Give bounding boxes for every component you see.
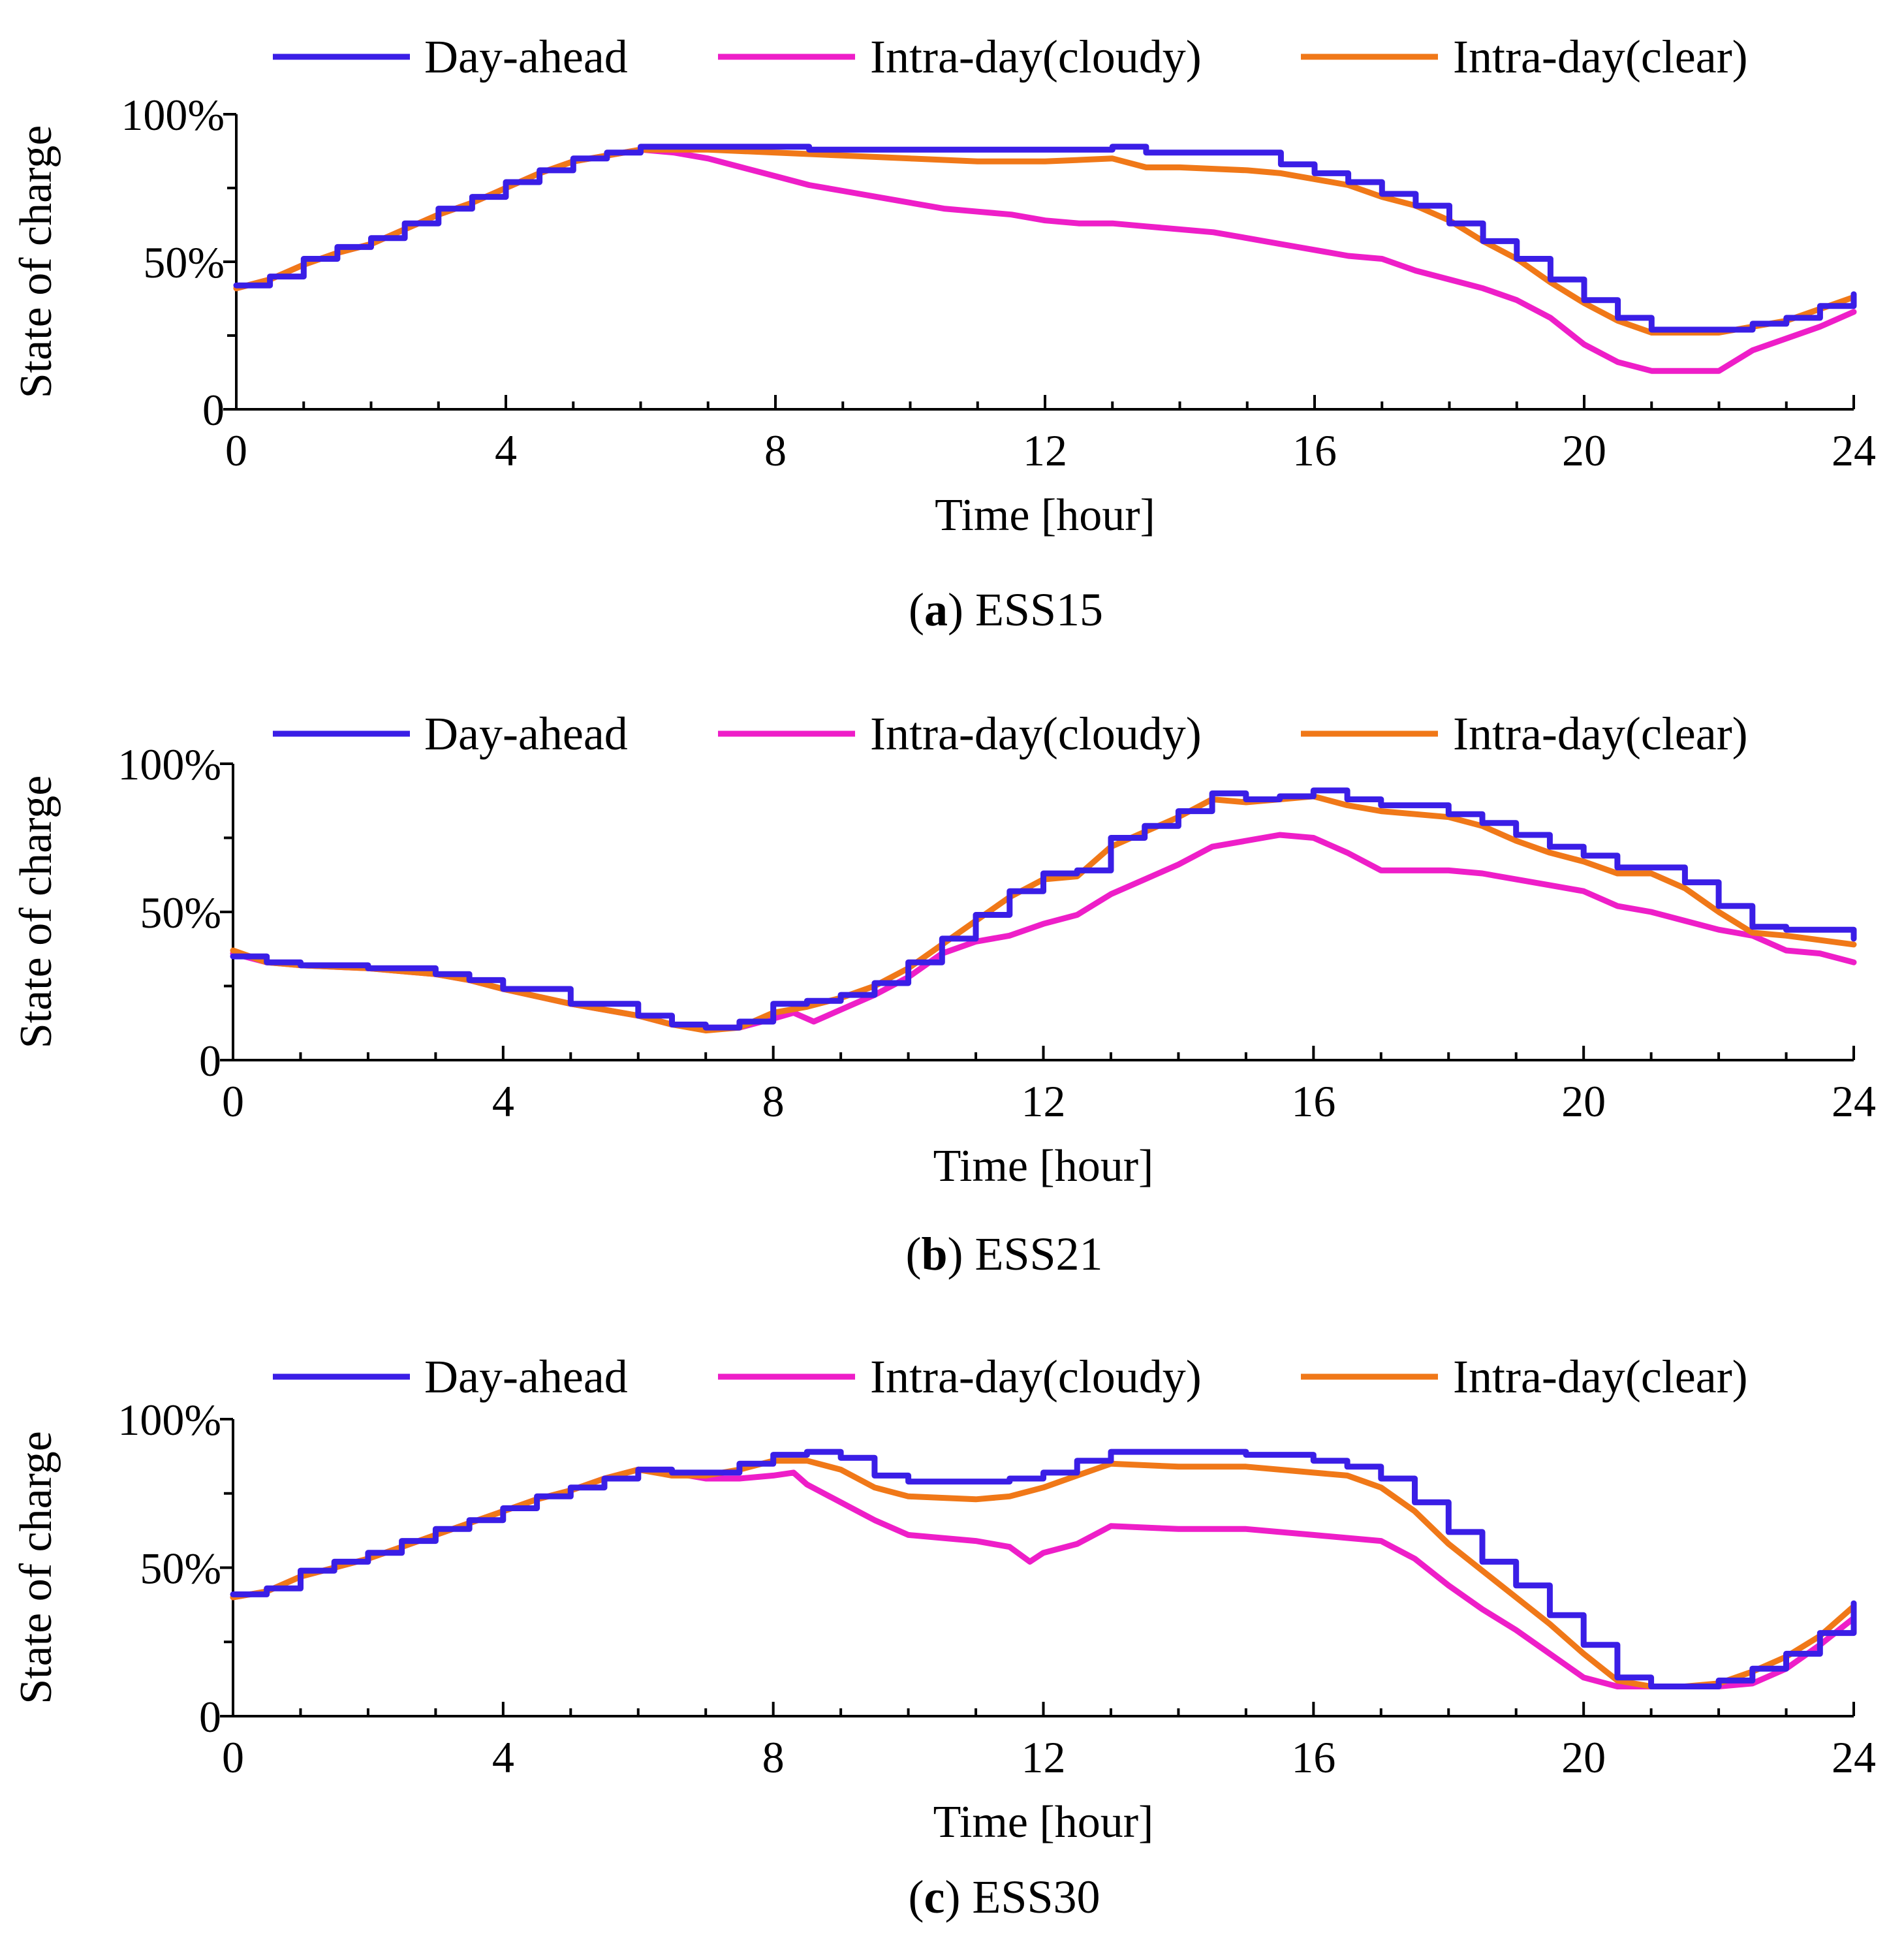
caption-letter: c xyxy=(924,1871,944,1923)
caption-paren: ( xyxy=(905,1228,921,1280)
y-tick-label: 50% xyxy=(140,888,221,937)
chart-panel-ess30: Day-ahead Intra-day(cloudy) Intra-day(clea… xyxy=(11,1351,1876,1923)
x-tick-label: 24 xyxy=(1832,1732,1876,1782)
x-tick-label: 8 xyxy=(764,426,787,475)
caption-name: ESS15 xyxy=(975,584,1103,636)
x-tick-label: 16 xyxy=(1291,1076,1335,1126)
y-axis-label: State of charge xyxy=(11,1431,61,1704)
x-tick-label: 8 xyxy=(762,1076,785,1126)
panel-caption: (a) ESS15 xyxy=(909,584,1103,636)
x-tick-label: 24 xyxy=(1832,1076,1876,1126)
x-tick-label: 12 xyxy=(1023,426,1067,475)
x-tick-label: 24 xyxy=(1832,426,1876,475)
x-tick-label: 12 xyxy=(1022,1732,1066,1782)
legend-label-3: Intra-day(clear) xyxy=(1453,708,1748,760)
x-tick-label: 0 xyxy=(225,426,247,475)
series-line-intra-day-clear xyxy=(230,1458,1857,1689)
y-tick-label: 100% xyxy=(117,740,221,789)
legend-label-3: Intra-day(clear) xyxy=(1453,31,1748,83)
series-line-intra-day-clear xyxy=(233,146,1857,336)
series-line-day-ahead xyxy=(230,1449,1857,1689)
x-tick-label: 4 xyxy=(492,1076,514,1126)
y-tick-label: 100% xyxy=(117,1395,221,1445)
caption-name: ESS30 xyxy=(972,1871,1100,1923)
y-tick-label: 100% xyxy=(121,90,225,140)
legend-label-1: Day-ahead xyxy=(424,31,628,83)
x-tick-label: 20 xyxy=(1561,1732,1606,1782)
x-tick-label: 8 xyxy=(762,1732,785,1782)
caption-paren: ) xyxy=(944,1871,972,1923)
y-tick-label: 0 xyxy=(199,1692,221,1742)
legend-label-3: Intra-day(clear) xyxy=(1453,1351,1748,1403)
x-axis-label: Time [hour] xyxy=(933,1141,1154,1191)
series-line-intra-day-cloudy xyxy=(230,832,1857,1031)
series-line-intra-day-cloudy xyxy=(233,146,1857,374)
caption-paren: ( xyxy=(908,1871,924,1923)
chart-panel-ess21: Day-ahead Intra-day(cloudy) Intra-day(clea… xyxy=(11,708,1876,1280)
legend-label-1: Day-ahead xyxy=(424,1351,628,1403)
x-tick-label: 0 xyxy=(222,1732,244,1782)
y-tick-label: 0 xyxy=(202,385,225,435)
y-tick-label: 50% xyxy=(143,238,225,287)
x-tick-label: 4 xyxy=(492,1732,514,1782)
x-tick-label: 20 xyxy=(1561,1076,1606,1126)
caption-letter: a xyxy=(924,584,948,636)
chart-panel-ess15: Day-ahead Intra-day(cloudy) Intra-day(clea… xyxy=(11,31,1876,636)
y-tick-label: 0 xyxy=(199,1036,221,1086)
caption-letter: b xyxy=(921,1228,947,1280)
x-axis-label: Time [hour] xyxy=(933,1797,1154,1847)
panel-caption: (c) ESS30 xyxy=(908,1871,1100,1923)
legend: Day-ahead Intra-day(cloudy) Intra-day(clea… xyxy=(273,31,1748,83)
legend: Day-ahead Intra-day(cloudy) Intra-day(clea… xyxy=(273,708,1748,760)
caption-paren: ) xyxy=(947,1228,975,1280)
caption-paren: ) xyxy=(948,584,975,636)
y-axis-label: State of charge xyxy=(11,776,61,1049)
legend-label-2: Intra-day(cloudy) xyxy=(870,31,1202,83)
legend: Day-ahead Intra-day(cloudy) Intra-day(clea… xyxy=(273,1351,1748,1403)
x-tick-label: 20 xyxy=(1562,426,1606,475)
x-tick-label: 16 xyxy=(1292,426,1337,475)
caption-paren: ( xyxy=(909,584,924,636)
legend-label-2: Intra-day(cloudy) xyxy=(870,708,1202,760)
x-tick-label: 0 xyxy=(222,1076,244,1126)
legend-label-1: Day-ahead xyxy=(424,708,628,760)
panel-caption: (b) ESS21 xyxy=(905,1228,1102,1280)
series-line-day-ahead xyxy=(230,787,1857,1031)
x-tick-label: 4 xyxy=(495,426,517,475)
x-tick-label: 16 xyxy=(1291,1732,1335,1782)
series-line-intra-day-clear xyxy=(230,793,1857,1034)
x-axis-label: Time [hour] xyxy=(935,490,1155,541)
y-tick-label: 50% xyxy=(140,1544,221,1593)
series-line-day-ahead xyxy=(233,144,1857,333)
y-axis-label: State of charge xyxy=(11,125,61,399)
legend-label-2: Intra-day(cloudy) xyxy=(870,1351,1202,1403)
caption-name: ESS21 xyxy=(975,1228,1102,1280)
series-line-intra-day-cloudy xyxy=(230,1466,1857,1689)
x-tick-label: 12 xyxy=(1022,1076,1066,1126)
